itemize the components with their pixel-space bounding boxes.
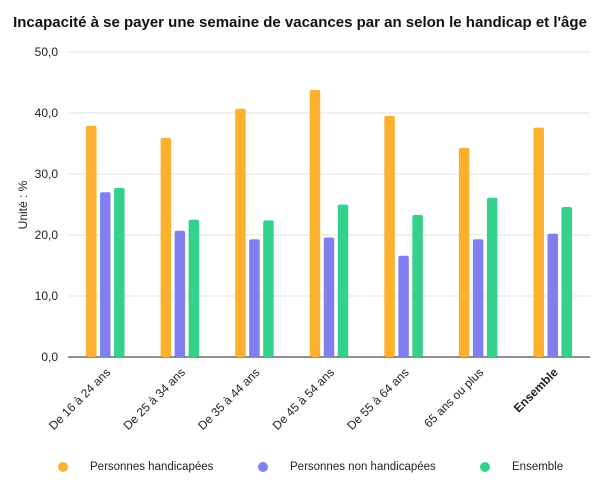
bar (100, 192, 111, 357)
y-tick-label: 30,0 (35, 167, 59, 181)
x-axis: De 16 à 24 ans De 25 à 34 ans De 35 à 44 a… (46, 365, 561, 433)
legend-label: Personnes non handicapées (290, 461, 436, 473)
bar (114, 188, 125, 357)
y-tick-label: 10,0 (35, 289, 59, 303)
legend-item: Personnes non handicapées (258, 461, 436, 473)
bar (561, 206, 572, 357)
legend-marker (258, 462, 268, 472)
bar (86, 125, 97, 357)
bar (235, 108, 246, 357)
bar (337, 204, 349, 357)
x-tick-label: De 25 à 34 ans (121, 365, 188, 432)
x-tick-label: De 35 à 44 ans (195, 365, 262, 432)
legend-item: Personnes handicapées (58, 461, 213, 473)
bar (472, 239, 484, 357)
bar (249, 239, 260, 357)
bar (547, 233, 558, 357)
y-axis: 0,0 10,0 20,0 30,0 40,0 50,0 (35, 45, 59, 364)
chart-title: Incapacité à se payer une semaine de vac… (13, 14, 587, 31)
bar (486, 197, 498, 357)
bar (384, 116, 395, 357)
bar (188, 219, 200, 357)
x-tick-label: Ensemble (511, 365, 561, 415)
bar (309, 89, 321, 357)
legend-marker (58, 462, 68, 472)
y-tick-label: 50,0 (35, 45, 59, 59)
x-tick-label: De 16 à 24 ans (46, 365, 113, 432)
x-tick-label: De 45 à 54 ans (270, 365, 337, 432)
legend: Personnes handicapées Personnes non handi… (0, 461, 600, 481)
bar (398, 255, 409, 357)
x-tick-label: De 55 à 64 ans (344, 365, 411, 432)
legend-label: Ensemble (512, 461, 564, 473)
bar (174, 230, 186, 357)
bars (86, 89, 572, 357)
bar (412, 214, 423, 357)
y-tick-label: 0,0 (41, 350, 58, 364)
y-tick-label: 20,0 (35, 228, 59, 242)
y-tick-label: 40,0 (35, 106, 59, 120)
bar (458, 147, 470, 357)
y-axis-label: Unité : % (16, 180, 30, 229)
bar (323, 237, 335, 357)
bar (263, 220, 274, 357)
legend-item: Ensemble (480, 461, 563, 473)
x-tick-label: 65 ans ou plus (421, 365, 486, 430)
legend-label: Personnes handicapées (90, 461, 214, 473)
bar (533, 127, 544, 357)
legend-marker (480, 462, 490, 472)
bar (160, 138, 172, 357)
